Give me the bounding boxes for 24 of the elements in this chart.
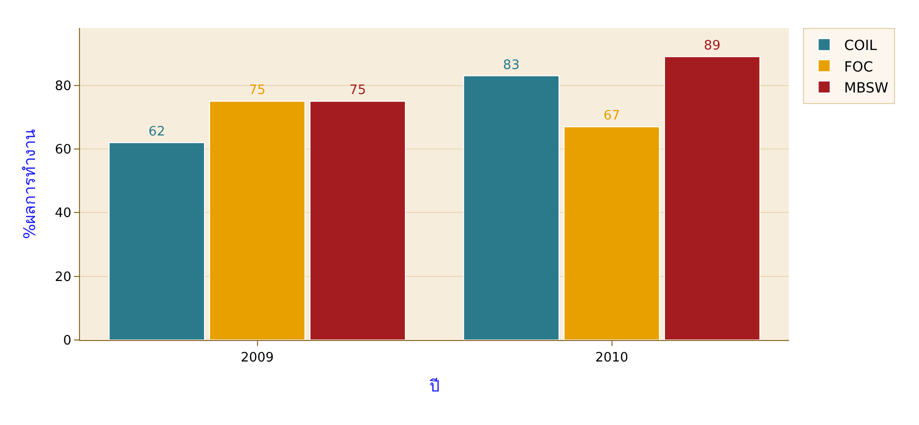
- y-tick-label: 40: [54, 206, 72, 222]
- data-label: 89: [704, 38, 720, 54]
- legend-label: MBSW: [844, 80, 889, 96]
- legend-label: FOC: [844, 59, 874, 76]
- data-label: 75: [349, 83, 366, 98]
- data-label: 67: [603, 108, 620, 124]
- data-label: 62: [148, 124, 166, 140]
- bar: [209, 100, 306, 340]
- y-tick-label: 60: [54, 142, 72, 158]
- bar: [309, 100, 406, 340]
- y-axis-title: %ผลการทำงาน: [20, 128, 39, 240]
- bar: [564, 126, 660, 340]
- legend-label: COIL: [844, 38, 878, 54]
- y-tick-label: 80: [54, 78, 72, 94]
- x-tick-label: 2010: [595, 350, 628, 366]
- bar: [108, 142, 206, 340]
- x-axis-title: ปี: [430, 376, 440, 396]
- data-label: 83: [503, 58, 520, 73]
- bar: [463, 75, 560, 340]
- y-tick-label: 0: [63, 334, 72, 349]
- x-tick-label: 2009: [240, 350, 274, 366]
- y-tick-label: 20: [54, 270, 72, 285]
- bar: [664, 56, 760, 340]
- data-label: 75: [248, 83, 266, 98]
